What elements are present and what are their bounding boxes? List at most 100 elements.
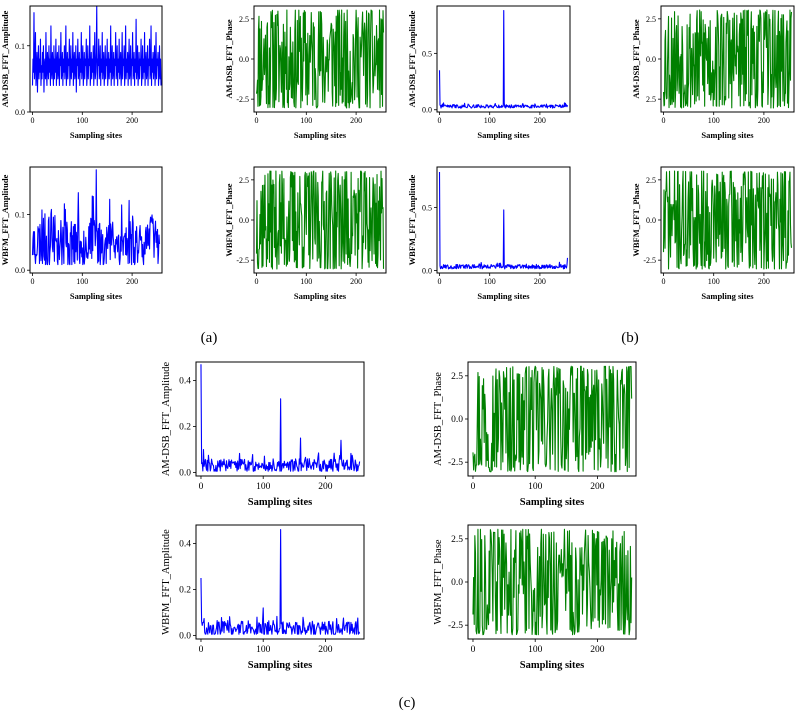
series-line-a2 <box>255 9 385 109</box>
y-tick-label: 2.5 <box>239 15 249 24</box>
x-tick-label: 0 <box>254 116 258 125</box>
x-tick-label: 100 <box>300 116 312 125</box>
x-axis-title: Sampling sites <box>248 497 312 508</box>
x-tick-label: 100 <box>484 116 496 125</box>
x-tick-label: 100 <box>484 277 496 286</box>
x-tick-label: 0 <box>199 482 204 492</box>
y-tick-label: 2.5 <box>646 95 656 104</box>
series-line-a3 <box>31 169 161 266</box>
subplot-c4: 0 100 200 2.5 0.0 -2.5 Sampling sites WBFM_FFT_… <box>433 524 637 671</box>
x-axis-title: Sampling sites <box>520 497 584 508</box>
subplot-a2: 0 100 200 2.5 0.0 -2.5 Sampling sites AM-DSB_FF… <box>224 5 387 140</box>
y-tick-label: 0.0 <box>451 415 463 425</box>
x-tick-label: 0 <box>471 645 476 655</box>
y-tick-label: 0.0 <box>239 216 249 225</box>
y-tick-label: -2.5 <box>236 256 249 265</box>
y-axis-title: WBFM_FFT_Amplitude <box>0 174 10 265</box>
y-tick-label: 0.0 <box>239 55 249 64</box>
x-tick-label: 100 <box>300 277 312 286</box>
series-line-b2 <box>662 9 793 109</box>
y-tick-label: 2.5 <box>646 176 656 185</box>
subplot-c1: 0 100 200 0.0 0.2 0.4 Sampling sites AM-DSB_FFT… <box>161 361 365 508</box>
y-tick-label: 0.0 <box>646 216 656 225</box>
subplot-grid: 0 100 200 0.0 0.1 Sampling sites AM-DSB_FFT_Am… <box>0 5 795 671</box>
x-axis-title: Sampling sites <box>294 291 347 301</box>
series-line-b3 <box>438 172 569 270</box>
y-axis-title: WBFM_FFT_Amplitude <box>161 529 172 635</box>
y-tick-label: 0.5 <box>422 49 432 58</box>
plot-frame-a1 <box>29 5 163 113</box>
x-tick-label: 0 <box>30 277 34 286</box>
y-tick-label: -2.5 <box>448 458 463 468</box>
series-line-c2 <box>472 365 633 473</box>
y-tick-label: 0.4 <box>179 376 191 386</box>
y-tick-label: 0.5 <box>422 203 432 212</box>
series-line-a1 <box>31 5 162 93</box>
x-tick-label: 200 <box>534 116 546 125</box>
y-tick-label: 0.0 <box>646 55 656 64</box>
y-axis-title: AM-DSB_FFT_Amplitude <box>0 10 10 107</box>
y-tick-label: 0.0 <box>422 266 432 275</box>
series-line-c3 <box>200 529 361 635</box>
subplot-a4: 0 100 200 2.5 0.0 -2.5 Sampling sites WBFM_FFT_… <box>224 166 387 301</box>
y-tick-label: 0.0 <box>451 578 463 588</box>
y-tick-label: -2.5 <box>236 95 249 104</box>
subplot-b4: 0 100 200 2.5 0.0 -2.5 Sampling sites WBFM_FFT_… <box>631 166 795 301</box>
y-tick-label: 0.2 <box>179 585 191 595</box>
x-tick-label: 100 <box>76 277 88 286</box>
y-axis-title: WBFM_FFT_Phase <box>224 183 234 256</box>
x-tick-label: 200 <box>590 645 605 655</box>
x-tick-label: 0 <box>438 277 442 286</box>
y-tick-label: 0.4 <box>179 539 191 549</box>
x-tick-label: 100 <box>528 482 543 492</box>
x-tick-label: 200 <box>590 482 605 492</box>
x-axis-title: Sampling sites <box>70 130 123 140</box>
plot-frame-a3 <box>29 166 163 274</box>
subplot-a1: 0 100 200 0.0 0.1 Sampling sites AM-DSB_FFT_Am… <box>0 5 163 140</box>
y-axis-title: AM-DSB_FFT_Phase <box>224 19 234 99</box>
y-axis-title: AM-DSB_FFT_Amplitude <box>161 361 172 476</box>
x-tick-label: 200 <box>126 277 138 286</box>
y-tick-label: 2.5 <box>646 15 656 24</box>
x-tick-label: 0 <box>254 277 258 286</box>
y-tick-label: 0.1 <box>15 42 25 51</box>
x-axis-title: Sampling sites <box>248 660 312 671</box>
y-axis-title: WBFM_FFT_Amplitude <box>407 174 417 265</box>
y-tick-label: -2.5 <box>448 621 463 631</box>
x-axis-title: Sampling sites <box>477 130 530 140</box>
y-axis-title: WBFM_FFT_Phase <box>433 539 444 625</box>
x-tick-label: 100 <box>708 277 720 286</box>
y-tick-label: -2.5 <box>643 256 656 265</box>
y-axis-title: AM-DSB_FFT_Phase <box>433 372 444 466</box>
x-tick-label: 200 <box>350 277 362 286</box>
panel-label-b: (b) <box>621 330 639 346</box>
y-axis-title: WBFM_FFT_Phase <box>631 183 641 256</box>
y-tick-label: 0.0 <box>179 632 191 642</box>
subplot-c3: 0 100 200 0.0 0.2 0.4 Sampling sites WBFM_FFT_A… <box>161 524 365 671</box>
x-axis-title: Sampling sites <box>520 660 584 671</box>
x-tick-label: 0 <box>438 116 442 125</box>
subplot-c2: 0 100 200 2.5 0.0 -2.5 Sampling sites AM-DSB_FF… <box>433 361 637 508</box>
x-axis-title: Sampling sites <box>701 291 754 301</box>
series-line-a4 <box>255 170 385 270</box>
subplot-b3: 0 100 200 0.0 0.5 Sampling sites WBFM_FFT_Ampl… <box>407 166 571 301</box>
panel-label-a: (a) <box>201 330 218 346</box>
plot-frame-c3 <box>195 524 365 640</box>
y-tick-label: 0.2 <box>179 422 191 432</box>
x-tick-label: 0 <box>662 116 666 125</box>
x-tick-label: 100 <box>76 116 88 125</box>
series-line-c1 <box>200 364 361 472</box>
x-tick-label: 0 <box>30 116 34 125</box>
subplot-b1: 0 100 200 0.0 0.5 Sampling sites AM-DSB_FFT_Am… <box>407 5 571 140</box>
x-axis-title: Sampling sites <box>701 130 754 140</box>
y-axis-title: AM-DSB_FFT_Amplitude <box>407 10 417 107</box>
x-tick-label: 100 <box>256 645 271 655</box>
y-tick-label: 0.0 <box>179 469 191 479</box>
x-tick-label: 200 <box>350 116 362 125</box>
x-tick-label: 200 <box>318 645 333 655</box>
panel-label-c: (c) <box>399 695 416 711</box>
y-axis-title: AM-DSB_FFT_Phase <box>631 19 641 99</box>
y-tick-label: 0.1 <box>15 210 25 219</box>
subplot-b2: 0 100 200 2.5 0.0 2.5 Sampling sites AM-DSB_FFT… <box>631 5 795 140</box>
